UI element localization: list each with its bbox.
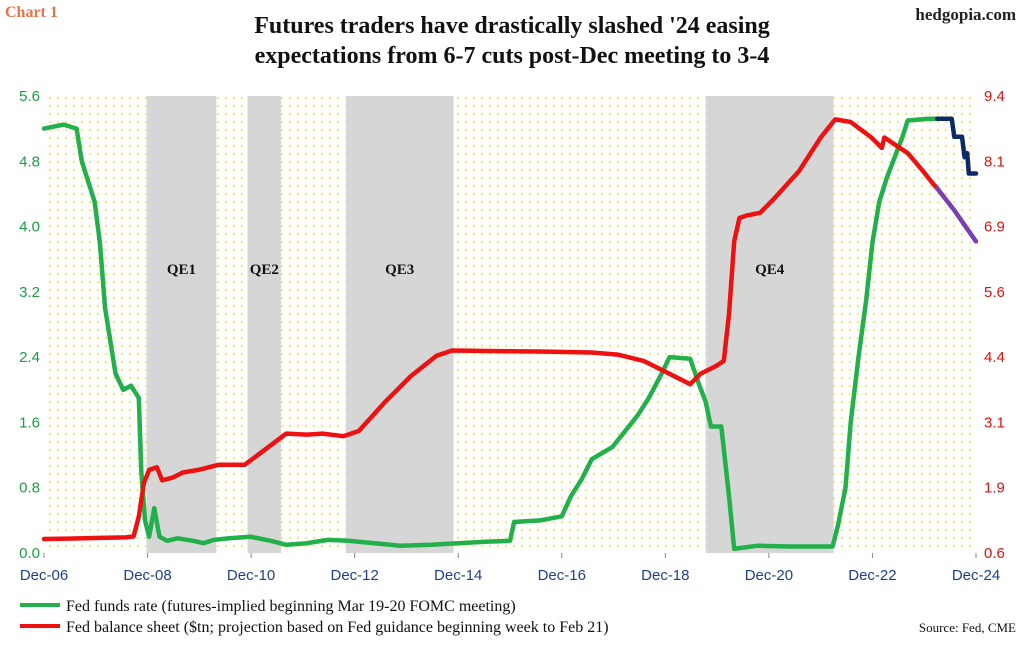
x-tick-label: Dec-20: [745, 567, 793, 584]
qe-region-2: [247, 96, 282, 553]
x-tick-label: Dec-14: [434, 567, 482, 584]
balance-sheet-line: [41, 117, 940, 542]
qe-region-3: [345, 96, 454, 553]
x-axis-group: Dec-06 Dec-08 Dec-10 Dec-12 Dec-14 Dec-16 Dec-…: [20, 553, 1000, 584]
series-lines-group: [41, 116, 979, 552]
x-tick-label: Dec-08: [123, 567, 171, 584]
qe-region-4: [705, 96, 834, 553]
y-left-tick-label: 0.8: [19, 480, 40, 497]
x-tick-label: Dec-24: [952, 567, 1000, 584]
x-tick-label: Dec-18: [641, 567, 689, 584]
legend-label-fed-funds: Fed funds rate (futures-implied beginnin…: [66, 598, 516, 615]
qe-label-4: QE4: [755, 262, 785, 278]
right-axis-group: 0.6 1.9 3.1 4.4 5.6 6.9 8.1 9.4: [984, 88, 1005, 562]
y-right-tick-label: 5.6: [984, 284, 1005, 301]
x-tick-label: Dec-12: [330, 567, 378, 584]
legend-label-balance-sheet: Fed balance sheet ($tn; projection based…: [66, 619, 609, 636]
y-left-tick-label: 0.0: [19, 545, 40, 562]
y-right-tick-label: 0.6: [984, 545, 1005, 562]
chart-tag: Chart 1: [5, 4, 58, 21]
x-tick-label: Dec-06: [20, 567, 68, 584]
qe-label-3: QE3: [385, 262, 414, 278]
y-left-tick-label: 4.0: [19, 219, 40, 236]
y-right-tick-label: 1.9: [984, 480, 1005, 497]
qe-region-1: [146, 96, 217, 553]
x-tick-label: Dec-22: [848, 567, 896, 584]
left-axis-group: 0.0 0.8 1.6 2.4 3.2 4.0 4.8 5.6: [19, 88, 40, 562]
balance-sheet-projection-line: [934, 186, 979, 244]
chart-title-line2: expectations from 6-7 cuts post-Dec meet…: [255, 43, 770, 69]
y-right-tick-label: 6.9: [984, 219, 1005, 236]
y-right-tick-label: 4.4: [984, 349, 1005, 366]
x-tick-label: Dec-10: [227, 567, 275, 584]
fed-funds-line: [41, 116, 940, 552]
y-left-tick-label: 3.2: [19, 284, 40, 301]
x-tick-label: Dec-16: [538, 567, 586, 584]
chart-title-line1: Futures traders have drastically slashed…: [254, 13, 770, 39]
y-left-tick-label: 2.4: [19, 349, 40, 366]
y-left-tick-label: 1.6: [19, 414, 40, 431]
y-left-tick-label: 4.8: [19, 153, 40, 170]
y-right-tick-label: 8.1: [984, 153, 1005, 170]
qe-label-2: QE2: [250, 262, 279, 278]
qe-label-1: QE1: [167, 262, 196, 278]
fed-funds-projection-line: [934, 116, 979, 176]
y-right-tick-label: 3.1: [984, 414, 1005, 431]
y-right-tick-label: 9.4: [984, 88, 1005, 105]
brand-label: hedgopia.com: [915, 5, 1016, 24]
y-left-tick-label: 5.6: [19, 88, 40, 105]
source-note: Source: Fed, CME: [919, 620, 1016, 635]
qe-shading-group: QE1 QE2 QE3 QE4: [146, 96, 834, 553]
